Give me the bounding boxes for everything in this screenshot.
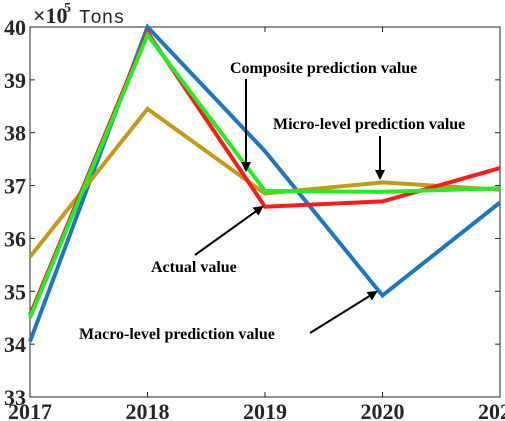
x-tick-label: 2019 (243, 399, 287, 421)
x-tick-label: 2018 (126, 399, 170, 421)
y-unit-label: Tons (79, 7, 125, 29)
y-tick-label: 34 (4, 332, 26, 357)
series-line-micro-level-prediction-value (28, 106, 501, 259)
x-tick-label: 2020 (361, 399, 405, 421)
series-line-composite-prediction-value (28, 30, 501, 319)
annotation-macro-level-prediction-value: Macro-level prediction value (79, 326, 275, 343)
y-multiplier-base: ×10 (33, 3, 68, 28)
y-multiplier-exponent: 5 (64, 1, 71, 16)
plot-area: 33 34 35 36 37 38 39 40 2017 2018 2019 2020 2021 ×105… (4, 1, 505, 421)
annotation-arrow (309, 290, 378, 334)
annotation-arrow (194, 205, 264, 256)
x-tick-label: 2021 (478, 399, 505, 421)
y-tick-label: 39 (4, 68, 26, 93)
y-tick-label: 40 (4, 15, 26, 40)
annotation-composite-prediction-value: Composite prediction value (230, 60, 417, 77)
y-tick-label: 35 (4, 279, 26, 304)
y-tick-label: 37 (4, 174, 26, 199)
annotation-actual-value: Actual value (151, 259, 237, 276)
y-tick-label: 38 (4, 121, 26, 146)
y-tick-label: 33 (4, 385, 26, 410)
x-tick-label: 2017 (8, 399, 52, 421)
annotation-micro-level-prediction-value: Micro-level prediction value (273, 116, 465, 133)
y-tick-label: 36 (4, 226, 26, 251)
